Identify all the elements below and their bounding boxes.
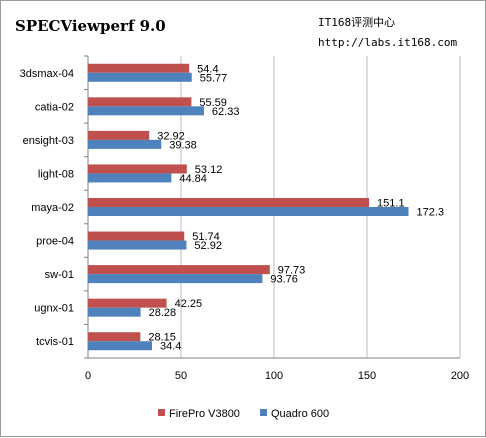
bar-firepro: [88, 231, 185, 241]
bar-firepro: [88, 298, 167, 308]
legend: FirePro V3800 Quadro 600: [158, 408, 329, 420]
bar-quadro: [88, 72, 192, 82]
bars: [88, 63, 409, 351]
data-label: 93.76: [270, 274, 298, 286]
data-label: 28.15: [148, 332, 176, 344]
data-label: 172.3: [416, 207, 444, 219]
chart-title: SPECViewperf 9.0: [15, 17, 166, 35]
bar-quadro: [88, 274, 263, 284]
bar-quadro: [88, 106, 204, 116]
data-label: 54.4: [197, 63, 218, 75]
bar-firepro: [88, 198, 370, 207]
watermark-url: http://labs.it168.com: [318, 36, 457, 49]
bar-firepro: [88, 332, 141, 342]
bar-firepro: [88, 265, 270, 275]
legend-swatch: [260, 409, 267, 416]
bar-quadro: [88, 139, 162, 149]
x-tick-label: 150: [358, 370, 376, 382]
data-label: 62.33: [212, 106, 240, 118]
bar-quadro: [88, 307, 141, 317]
category-label: 3dsmax-04: [20, 68, 74, 80]
legend-label: FirePro V3800: [169, 408, 240, 420]
bar-firepro: [88, 130, 150, 140]
data-label: 55.77: [200, 72, 228, 84]
category-label: ugnx-01: [34, 303, 74, 315]
data-label: 44.84: [179, 173, 207, 185]
x-tick-label: 0: [85, 370, 91, 382]
data-label: 51.74: [192, 231, 220, 243]
legend-label: Quadro 600: [271, 408, 329, 420]
data-label: 42.25: [175, 298, 203, 310]
category-label: proe-04: [36, 236, 74, 248]
data-label: 55.59: [199, 97, 227, 109]
category-label: ensight-03: [23, 135, 74, 147]
data-label: 151.1: [377, 198, 405, 210]
data-label: 53.12: [195, 164, 223, 176]
category-label: sw-01: [45, 269, 74, 281]
legend-swatch: [158, 409, 165, 416]
data-label: 52.92: [194, 240, 222, 252]
bar-firepro: [88, 63, 190, 73]
x-tick-label: 200: [451, 370, 469, 382]
x-tick-label: 100: [265, 370, 283, 382]
bar-quadro: [88, 341, 152, 351]
bar-firepro: [88, 164, 187, 174]
bar-firepro: [88, 97, 192, 107]
watermark-brand: IT168评测中心: [318, 16, 395, 29]
data-label: 34.4: [160, 341, 181, 353]
x-tick-label: 50: [175, 370, 187, 382]
bar-quadro: [88, 240, 187, 250]
category-label: catia-02: [35, 101, 74, 113]
bar-quadro: [88, 207, 409, 216]
category-label: maya-02: [31, 202, 74, 214]
bar-quadro: [88, 173, 172, 183]
category-label: tcvis-01: [36, 336, 74, 348]
data-label: 97.73: [278, 265, 306, 277]
category-label: light-08: [38, 168, 74, 180]
data-label: 28.28: [149, 307, 177, 319]
data-label: 32.92: [157, 130, 185, 142]
x-tick-labels: 0 50 100 150 200: [85, 370, 469, 382]
category-labels: 3dsmax-04 catia-02 ensight-03 light-08 maya-…: [20, 68, 74, 348]
data-label: 39.38: [169, 139, 197, 151]
